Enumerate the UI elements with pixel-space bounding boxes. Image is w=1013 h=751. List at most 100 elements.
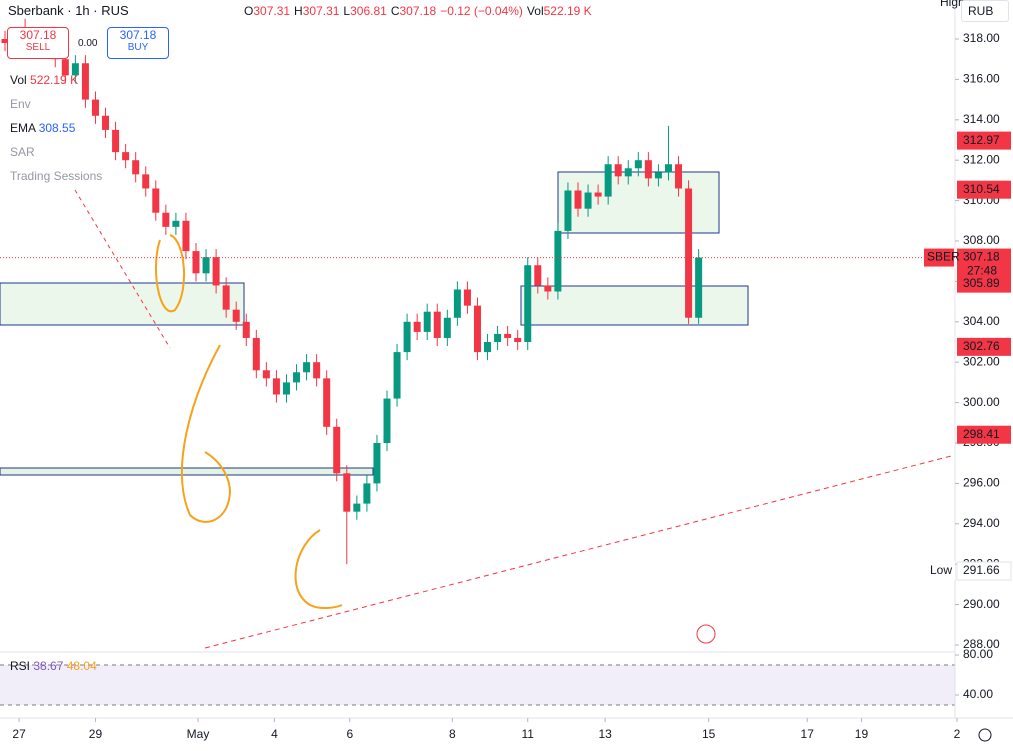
candle-body [112, 129, 120, 153]
y-tick-label: 290.00 [963, 597, 1000, 611]
indicator-value: 308.55 [38, 121, 76, 135]
rsi-value: 38.67 [33, 659, 64, 673]
ohlc-key: L [343, 4, 351, 18]
y-tick-label: 288.00 [963, 637, 1000, 651]
sell-button[interactable]: 307.18 SELL [7, 27, 69, 59]
zone-box [0, 282, 245, 326]
candle-body [393, 352, 401, 399]
candle-body [675, 164, 683, 189]
indicator-row[interactable]: EMA 308.55 [10, 116, 102, 140]
candle-body [484, 342, 492, 353]
candle-body [574, 190, 582, 209]
x-tick-label: 2 [954, 727, 961, 741]
candle-body [634, 160, 642, 169]
candle-body [192, 251, 200, 274]
symbol-badge-label: SBER [927, 250, 960, 264]
candle-body [383, 398, 391, 443]
candle-body [664, 164, 672, 173]
trend-line [204, 454, 956, 649]
candle-body [654, 172, 662, 179]
x-tick-label: 4 [271, 727, 278, 741]
price-badge-label: 310.54 [963, 182, 1000, 196]
candle-body [453, 289, 461, 318]
y-tick-label: 312.00 [963, 152, 1000, 166]
candle-body [132, 160, 140, 175]
buy-button[interactable]: 307.18 BUY [107, 27, 169, 59]
price-badge-label: 307.18 [963, 250, 1000, 264]
ohlc-key: O [244, 4, 254, 18]
y-tick-label: 316.00 [963, 72, 1000, 86]
change: −0.12 (−0.04%) [440, 4, 523, 18]
event-icon[interactable] [696, 624, 716, 644]
candle-body [102, 115, 110, 130]
x-tick-label: 15 [702, 727, 716, 741]
candle-body [594, 192, 602, 197]
candle-body [61, 59, 69, 76]
ohlc-value: 307.31 [302, 4, 340, 18]
price-badge-label: 298.41 [963, 427, 1000, 441]
y-tick-label: 318.00 [963, 31, 1000, 45]
candle-body [272, 378, 280, 395]
candle-body [443, 317, 451, 338]
volume-value: 522.19 K [543, 4, 592, 18]
candle-body [544, 285, 552, 292]
candle-body [222, 285, 230, 310]
candle-body [373, 443, 381, 484]
y-tick-label: 294.00 [963, 516, 1000, 530]
indicator-legend: Vol 522.19 K Env EMA 308.55 SAR Trading Sess… [10, 68, 102, 188]
y-tick-label: 314.00 [963, 112, 1000, 126]
ohlc-key: C [390, 4, 400, 18]
candle-body [152, 188, 160, 213]
symbol-badge [925, 562, 955, 581]
x-tick-label: 11 [522, 727, 535, 741]
rsi-name: RSI [10, 659, 31, 673]
price-badge-label: 312.97 [963, 133, 1000, 147]
buy-label: BUY [127, 42, 149, 53]
rsi-legend: RSI 38.67 48.04 [10, 659, 97, 673]
indicator-row[interactable]: Vol 522.19 K [10, 68, 102, 92]
candle-body [695, 257, 703, 318]
indicator-name: Vol [10, 73, 27, 87]
candle-body [644, 160, 652, 179]
settings-icon[interactable] [978, 728, 992, 742]
sell-price: 307.18 [19, 28, 57, 42]
y-tick-label: 308.00 [963, 233, 1000, 247]
price-badge [957, 425, 1011, 444]
candle-body [413, 321, 421, 332]
candle-body [403, 321, 411, 353]
ohlc-value: 306.81 [350, 4, 387, 18]
price-badge [957, 180, 1011, 199]
price-badge [957, 131, 1011, 150]
candle-body [162, 212, 170, 227]
x-tick-label: May [187, 727, 210, 741]
trend-line [74, 189, 171, 349]
price-badge-label: 291.66 [963, 563, 1000, 577]
candle-body [363, 483, 371, 504]
drawing [294, 529, 343, 609]
candle-body [172, 220, 180, 227]
indicator-name: Trading Sessions [10, 169, 103, 183]
indicator-name: SAR [10, 145, 35, 159]
candle-body [282, 382, 290, 395]
candle-body [333, 426, 341, 474]
price-badge-label: 302.76 [963, 339, 1000, 353]
ohlc-legend: O307.31 H307.31 L306.81 C307.18 −0.12 (−0.04… [244, 4, 596, 18]
candle-body [343, 473, 351, 512]
candle-body [564, 190, 572, 231]
indicator-row[interactable]: Trading Sessions [10, 164, 102, 188]
candle-body [262, 370, 270, 379]
price-badge [957, 274, 1011, 293]
candle-body [685, 188, 693, 318]
y-tick-label: 302.00 [963, 354, 1000, 368]
indicator-name: EMA [10, 121, 36, 135]
rsi-band [0, 665, 955, 705]
candle-body [524, 265, 532, 342]
indicator-row[interactable]: Env [10, 92, 102, 116]
ohlc-value: 307.31 [253, 4, 291, 18]
candle-body [423, 311, 431, 332]
indicator-row[interactable]: SAR [10, 140, 102, 164]
currency-button[interactable]: RUB [961, 0, 1009, 22]
x-tick-label: 13 [598, 727, 612, 741]
